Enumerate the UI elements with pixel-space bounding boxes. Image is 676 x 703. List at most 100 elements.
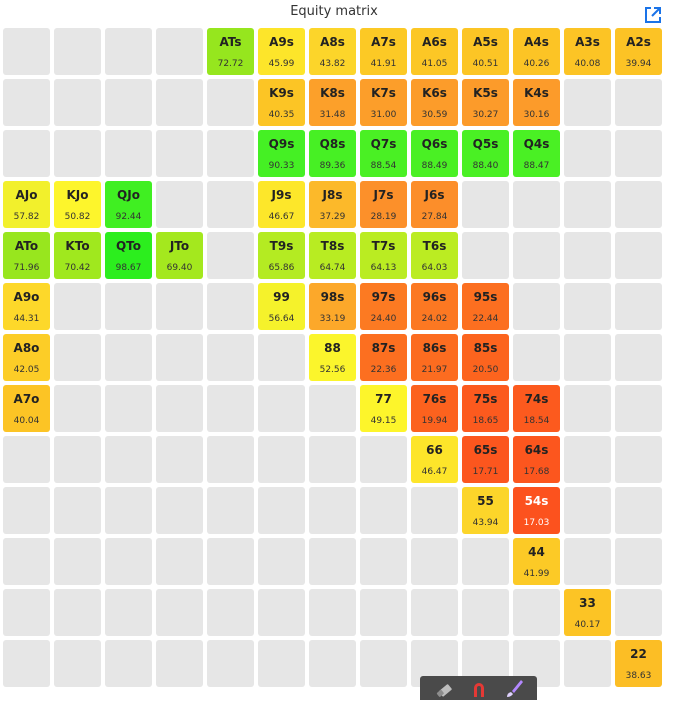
matrix-cell-K5s[interactable]: K5s 30.27 <box>462 79 509 126</box>
matrix-cell-K6s[interactable]: K6s 30.59 <box>411 79 458 126</box>
matrix-cell-KJo[interactable]: KJo 50.82 <box>54 181 101 228</box>
matrix-cell-K7s[interactable]: K7s 31.00 <box>360 79 407 126</box>
matrix-cell-76s[interactable]: 76s 19.94 <box>411 385 458 432</box>
matrix-cell-T8s[interactable]: T8s 64.74 <box>309 232 356 279</box>
matrix-cell-A5s[interactable]: A5s 40.51 <box>462 28 509 75</box>
matrix-cell-44[interactable]: 44 41.99 <box>513 538 560 585</box>
matrix-cell-A8o[interactable]: A8o 42.05 <box>3 334 50 381</box>
matrix-cell-Q7s[interactable]: Q7s 88.54 <box>360 130 407 177</box>
matrix-cell-33[interactable]: 33 40.17 <box>564 589 611 636</box>
matrix-cell-Q4s[interactable]: Q4s 88.47 <box>513 130 560 177</box>
matrix-cell-95s[interactable]: 95s 22.44 <box>462 283 509 330</box>
matrix-cell-66[interactable]: 66 46.47 <box>411 436 458 483</box>
hand-label: KJo <box>66 188 89 202</box>
matrix-cell-K8s[interactable]: K8s 31.48 <box>309 79 356 126</box>
matrix-cell-65s[interactable]: 65s 17.71 <box>462 436 509 483</box>
matrix-cell-85s[interactable]: 85s 20.50 <box>462 334 509 381</box>
matrix-cell-empty <box>156 385 203 432</box>
matrix-cell-77[interactable]: 77 49.15 <box>360 385 407 432</box>
matrix-cell-JTo[interactable]: JTo 69.40 <box>156 232 203 279</box>
matrix-cell-86s[interactable]: 86s 21.97 <box>411 334 458 381</box>
matrix-cell-empty <box>615 385 662 432</box>
matrix-cell-Q9s[interactable]: Q9s 90.33 <box>258 130 305 177</box>
matrix-cell-A9o[interactable]: A9o 44.31 <box>3 283 50 330</box>
matrix-cell-empty <box>615 181 662 228</box>
matrix-cell-A7s[interactable]: A7s 41.91 <box>360 28 407 75</box>
hand-label: K4s <box>524 86 549 100</box>
matrix-cell-A3s[interactable]: A3s 40.08 <box>564 28 611 75</box>
matrix-cell-empty <box>54 79 101 126</box>
matrix-cell-empty <box>615 589 662 636</box>
matrix-cell-KTo[interactable]: KTo 70.42 <box>54 232 101 279</box>
hand-label: Q6s <box>421 137 448 151</box>
matrix-cell-empty <box>156 283 203 330</box>
matrix-cell-K9s[interactable]: K9s 40.35 <box>258 79 305 126</box>
matrix-cell-empty <box>207 130 254 177</box>
equity-value: 46.67 <box>268 212 295 222</box>
matrix-cell-QTo[interactable]: QTo 98.67 <box>105 232 152 279</box>
hand-label: 97s <box>371 290 396 304</box>
matrix-cell-T7s[interactable]: T7s 64.13 <box>360 232 407 279</box>
matrix-cell-22[interactable]: 22 38.63 <box>615 640 662 687</box>
matrix-cell-empty <box>309 487 356 534</box>
matrix-cell-ATo[interactable]: ATo 71.96 <box>3 232 50 279</box>
matrix-cell-empty <box>207 640 254 687</box>
matrix-cell-Q6s[interactable]: Q6s 88.49 <box>411 130 458 177</box>
hand-label: K8s <box>320 86 345 100</box>
matrix-cell-J6s[interactable]: J6s 27.84 <box>411 181 458 228</box>
magnet-icon[interactable] <box>468 677 490 699</box>
matrix-cell-empty <box>615 334 662 381</box>
matrix-cell-empty <box>615 487 662 534</box>
matrix-cell-98s[interactable]: 98s 33.19 <box>309 283 356 330</box>
matrix-cell-97s[interactable]: 97s 24.40 <box>360 283 407 330</box>
external-link-icon[interactable] <box>644 6 662 24</box>
matrix-cell-K4s[interactable]: K4s 30.16 <box>513 79 560 126</box>
hand-label: A9o <box>13 290 40 304</box>
matrix-cell-T9s[interactable]: T9s 65.86 <box>258 232 305 279</box>
eraser-icon[interactable] <box>433 677 455 699</box>
matrix-cell-A2s[interactable]: A2s 39.94 <box>615 28 662 75</box>
matrix-cell-A6s[interactable]: A6s 41.05 <box>411 28 458 75</box>
hand-label: 33 <box>579 596 596 610</box>
hand-label: 75s <box>473 392 498 406</box>
matrix-cell-Q5s[interactable]: Q5s 88.40 <box>462 130 509 177</box>
matrix-cell-64s[interactable]: 64s 17.68 <box>513 436 560 483</box>
matrix-cell-empty <box>564 538 611 585</box>
matrix-cell-empty <box>3 640 50 687</box>
equity-value: 19.94 <box>421 416 448 426</box>
matrix-cell-75s[interactable]: 75s 18.65 <box>462 385 509 432</box>
matrix-cell-A8s[interactable]: A8s 43.82 <box>309 28 356 75</box>
equity-value: 88.49 <box>421 161 448 171</box>
matrix-cell-empty <box>105 28 152 75</box>
matrix-cell-55[interactable]: 55 43.94 <box>462 487 509 534</box>
matrix-cell-74s[interactable]: 74s 18.54 <box>513 385 560 432</box>
matrix-cell-87s[interactable]: 87s 22.36 <box>360 334 407 381</box>
matrix-cell-99[interactable]: 99 56.64 <box>258 283 305 330</box>
matrix-cell-ATs[interactable]: ATs 72.72 <box>207 28 254 75</box>
matrix-cell-A4s[interactable]: A4s 40.26 <box>513 28 560 75</box>
equity-value: 65.86 <box>268 263 295 273</box>
hand-label: 87s <box>371 341 396 355</box>
equity-value: 56.64 <box>268 314 295 324</box>
hand-label: KTo <box>65 239 90 253</box>
matrix-cell-A7o[interactable]: A7o 40.04 <box>3 385 50 432</box>
hand-label: 86s <box>422 341 447 355</box>
equity-value: 30.16 <box>523 110 550 120</box>
matrix-cell-88[interactable]: 88 52.56 <box>309 334 356 381</box>
matrix-cell-AJo[interactable]: AJo 57.82 <box>3 181 50 228</box>
matrix-cell-empty <box>105 79 152 126</box>
matrix-cell-J7s[interactable]: J7s 28.19 <box>360 181 407 228</box>
matrix-cell-96s[interactable]: 96s 24.02 <box>411 283 458 330</box>
equity-value: 17.71 <box>472 467 499 477</box>
matrix-cell-54s[interactable]: 54s 17.03 <box>513 487 560 534</box>
matrix-cell-empty <box>54 436 101 483</box>
matrix-cell-Q8s[interactable]: Q8s 89.36 <box>309 130 356 177</box>
equity-value: 30.59 <box>421 110 448 120</box>
brush-icon[interactable] <box>503 677 525 699</box>
matrix-cell-QJo[interactable]: QJo 92.44 <box>105 181 152 228</box>
matrix-cell-A9s[interactable]: A9s 45.99 <box>258 28 305 75</box>
matrix-cell-J8s[interactable]: J8s 37.29 <box>309 181 356 228</box>
matrix-cell-empty <box>411 589 458 636</box>
matrix-cell-T6s[interactable]: T6s 64.03 <box>411 232 458 279</box>
matrix-cell-J9s[interactable]: J9s 46.67 <box>258 181 305 228</box>
